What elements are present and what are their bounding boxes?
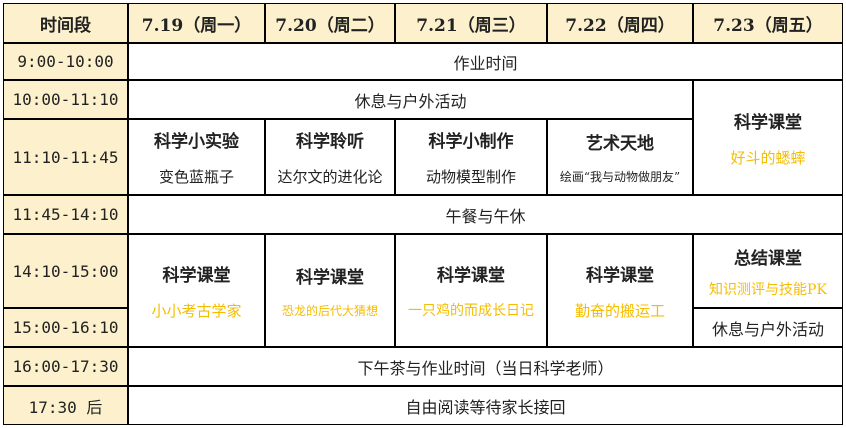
time-slot: 14:10-15:00 (3, 234, 128, 308)
friday-morning-cell: 科学课堂 好斗的蟋蟀 (693, 80, 843, 195)
course-title: 科学课堂 (437, 266, 505, 286)
time-slot: 17:30 后 (3, 386, 128, 425)
header-day: 7.23（周五） (693, 3, 843, 43)
course-cell: 科学课堂 勤奋的搬运工 (547, 234, 693, 347)
header-day: 7.19（周一） (128, 3, 265, 43)
course-topic: 一只鸡的而成长日记 (408, 303, 534, 319)
course-title: 艺术天地 (586, 134, 654, 154)
homework-cell: 作业时间 (128, 43, 843, 80)
friday-summary-cell: 总结课堂 知识测评与技能PK (693, 234, 843, 308)
course-topic: 绘画“我与动物做朋友” (559, 170, 681, 184)
reading-cell: 自由阅读等待家长接回 (128, 386, 843, 425)
course-topic: 动物模型制作 (425, 168, 516, 186)
header-day: 7.22（周四） (547, 3, 693, 43)
time-slot: 15:00-16:10 (3, 308, 128, 347)
course-cell: 艺术天地 绘画“我与动物做朋友” (547, 119, 693, 195)
time-slot: 11:10-11:45 (3, 119, 128, 195)
course-cell: 科学小实验 变色蓝瓶子 (128, 119, 265, 195)
lunch-cell: 午餐与午休 (128, 195, 843, 234)
course-topic: 小小考古学家 (151, 301, 242, 320)
course-cell: 科学课堂 一只鸡的而成长日记 (395, 234, 547, 347)
course-topic: 达尔文的进化论 (277, 168, 383, 186)
course-title: 科学小制作 (428, 132, 514, 152)
course-topic: 勤奋的搬运工 (574, 301, 665, 320)
course-topic: 好斗的蟋蟀 (730, 148, 806, 167)
course-title: 科学课堂 (734, 112, 802, 133)
tea-cell: 下午茶与作业时间（当日科学老师） (128, 347, 843, 386)
course-title: 科学聆听 (296, 132, 364, 152)
course-title: 总结课堂 (734, 248, 802, 269)
course-title: 科学课堂 (586, 265, 654, 286)
course-title: 科学课堂 (296, 267, 364, 288)
time-slot: 10:00-11:10 (3, 80, 128, 119)
course-topic: 知识测评与技能PK (709, 281, 827, 298)
time-slot: 9:00-10:00 (3, 43, 128, 80)
course-cell: 科学课堂 恐龙的后代大猜想 (265, 234, 395, 347)
rest-cell: 休息与户外活动 (128, 80, 693, 119)
course-cell: 科学课堂 小小考古学家 (128, 234, 265, 347)
course-title: 科学小实验 (154, 132, 239, 152)
course-cell: 科学聆听 达尔文的进化论 (265, 119, 395, 195)
time-slot: 11:45-14:10 (3, 195, 128, 234)
course-topic: 变色蓝瓶子 (158, 168, 234, 186)
course-cell: 科学小制作 动物模型制作 (395, 119, 547, 195)
header-day: 7.20（周二） (265, 3, 395, 43)
course-title: 科学课堂 (162, 265, 231, 286)
friday-rest-cell: 休息与户外活动 (693, 308, 843, 347)
header-day: 7.21（周三） (395, 3, 547, 43)
time-slot: 16:00-17:30 (3, 347, 128, 386)
course-topic: 恐龙的后代大猜想 (281, 303, 378, 318)
header-time: 时间段 (3, 3, 128, 43)
